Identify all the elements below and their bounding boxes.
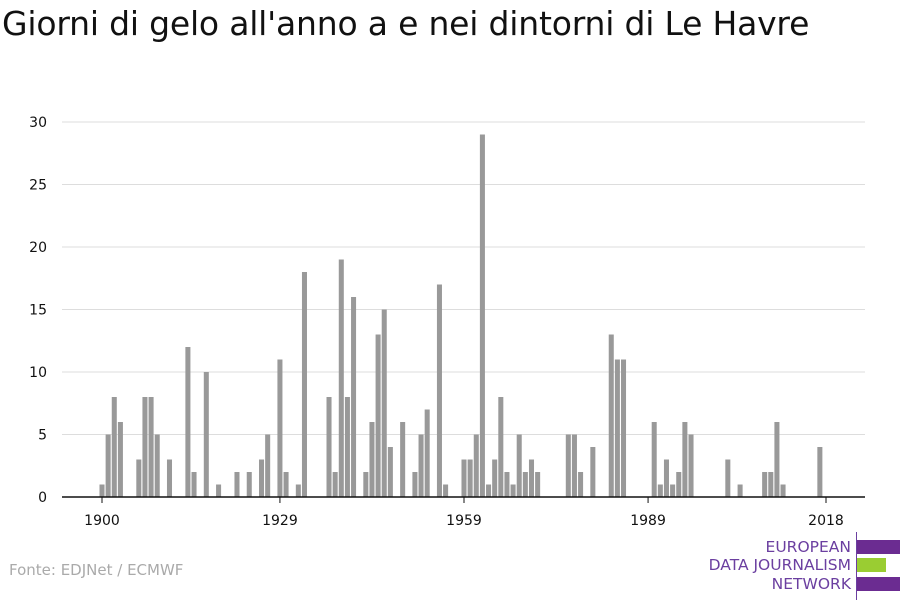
logo-text-line2: DATA JOURNALISM [708,556,851,574]
logo-divider [856,532,857,600]
bar-1969 [522,472,528,497]
bar-2017 [817,447,823,497]
gridlines [62,121,865,435]
bar-1966 [504,472,510,497]
bar-1963 [486,484,492,497]
bar-1951 [412,472,418,497]
bar-1939 [338,259,344,497]
x-tick-label: 1989 [630,513,666,529]
bar-2008 [762,472,768,497]
bar-1903 [117,422,123,497]
y-tick-label: 5 [38,428,47,444]
bar-1991 [657,484,663,497]
bar-1994 [676,472,682,497]
bar-1941 [351,297,357,497]
bar-1967 [510,484,516,497]
bar-1919 [216,484,222,497]
y-axis-tick-labels: 0 5 10 15 20 25 30 [29,115,47,506]
y-tick-label: 30 [29,115,47,131]
source-note: Fonte: EDJNet / ECMWF [9,561,184,579]
bar-1992 [663,459,669,497]
bar-1962 [479,134,485,497]
bar-1984 [614,359,620,497]
bar-1938 [332,472,338,497]
bar-1985 [621,359,627,497]
bar-1909 [154,434,160,497]
y-tick-label: 0 [38,490,47,506]
bar-1901 [105,434,111,497]
logo-bar-middle [857,558,886,572]
bar-1990 [651,422,657,497]
bar-1907 [142,397,148,497]
y-tick-label: 15 [29,303,47,319]
x-tick-label: 1959 [446,513,482,529]
bar-1902 [111,397,117,497]
bar-1929 [277,359,283,497]
bar-2010 [774,422,780,497]
bar-1932 [295,484,301,497]
bar-1914 [185,347,191,497]
bar-1971 [535,472,541,497]
bar-1947 [387,447,393,497]
bar-1965 [498,397,504,497]
bar-1953 [424,409,430,497]
bar-1927 [265,434,271,497]
bar-1915 [191,472,197,497]
y-tick-label: 25 [29,178,47,194]
bar-1955 [436,284,442,497]
bar-1937 [326,397,332,497]
bar-1933 [301,272,307,497]
bar-1900 [99,484,105,497]
x-tick-label: 1929 [262,513,298,529]
logo-bar-top [857,540,900,554]
bar-1906 [136,459,142,497]
bar-1926 [259,459,265,497]
x-tick-label: 1900 [84,513,120,529]
x-axis [62,496,865,503]
bar-1940 [344,397,350,497]
bars [99,134,823,497]
edjnet-logo[interactable]: EUROPEAN DATA JOURNALISM NETWORK [680,532,900,600]
bar-1946 [381,309,387,497]
logo-text-line3: NETWORK [771,575,851,593]
bar-1970 [528,459,535,497]
bar-1995 [682,422,688,497]
bar-1924 [246,472,252,497]
bar-1961 [473,434,479,497]
bar-1908 [148,397,154,497]
bar-1964 [492,459,498,497]
bar-1993 [670,484,676,497]
bar-1945 [375,334,381,497]
bar-1943 [363,472,369,497]
bar-1959 [461,459,467,497]
y-tick-label: 10 [29,365,47,381]
bar-1922 [234,472,240,497]
bar-1911 [166,459,173,497]
bar-1949 [400,422,406,497]
bar-1952 [418,434,424,497]
bar-2002 [725,459,731,497]
bar-1996 [688,434,694,497]
logo-text-line1: EUROPEAN [765,538,851,556]
bar-1944 [369,422,375,497]
x-axis-tick-labels: 1900 1929 1959 1989 2018 [84,513,844,529]
logo-bar-bottom [857,577,900,591]
chart-title: Giorni di gelo all'anno a e nei dintorni… [2,4,810,43]
bar-1960 [467,459,473,497]
bar-1930 [283,472,289,497]
y-tick-label: 20 [29,240,47,256]
bar-1968 [516,434,522,497]
bar-1978 [578,472,584,497]
bar-2009 [768,472,774,497]
x-tick-label: 2018 [808,513,844,529]
bar-1917 [203,372,209,497]
bar-1983 [608,334,614,497]
bar-1980 [590,447,596,497]
bar-1956 [443,484,449,497]
bar-2004 [737,484,743,497]
bar-1976 [565,434,571,497]
bar-1977 [571,434,577,497]
bar-2011 [780,484,786,497]
